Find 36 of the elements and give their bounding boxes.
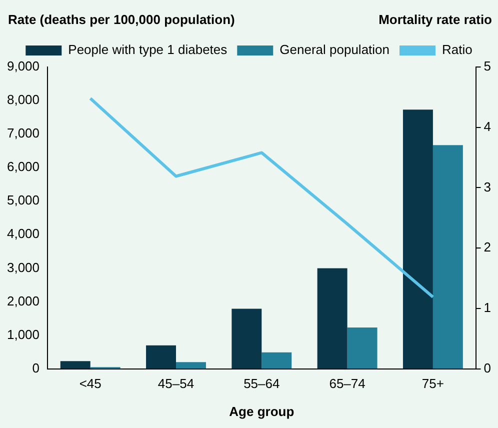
bar [146, 345, 176, 369]
legend-label: People with type 1 diabetes [68, 42, 228, 58]
y-tick-label: 8,000 [6, 92, 40, 108]
legend-label: Ratio [442, 42, 472, 58]
y-axis-title: Rate (deaths per 100,000 population) [8, 12, 235, 28]
y-tick-label: 6,000 [6, 159, 40, 174]
bar [176, 362, 206, 369]
y2-tick-label: 4 [484, 118, 492, 134]
bar [262, 352, 292, 369]
x-tick-label: <45 [79, 376, 102, 392]
x-tick-label: 75+ [422, 376, 444, 392]
y2-axis-title: Mortality rate ratio [378, 12, 492, 28]
bar [432, 145, 463, 369]
bar [347, 328, 378, 369]
y-tick-label: 9,000 [6, 58, 40, 74]
y2-tick-label: 5 [484, 58, 492, 74]
bar [402, 110, 433, 369]
bar [232, 308, 262, 369]
y-tick-label: 1,000 [6, 326, 40, 342]
y2-tick-label: 3 [484, 179, 492, 194]
y-tick-label: 4,000 [6, 226, 40, 242]
y-tick-label: 7,000 [6, 126, 40, 141]
y-tick-label: 3,000 [6, 260, 40, 275]
bar [60, 361, 90, 369]
x-tick-label: 55–64 [244, 376, 280, 392]
y-tick-label: 2,000 [6, 293, 40, 308]
x-axis-title: Age group [229, 404, 294, 419]
y-tick-label: 5,000 [6, 192, 40, 208]
y-tick-label: 0 [32, 360, 40, 376]
y2-tick-label: 1 [484, 300, 492, 316]
legend-label: General population [280, 42, 390, 58]
y2-tick-label: 0 [484, 360, 492, 376]
x-tick-label: 65–74 [329, 376, 366, 392]
y2-tick-label: 2 [484, 240, 492, 255]
x-tick-label: 45–54 [158, 376, 194, 392]
bar [317, 268, 348, 369]
